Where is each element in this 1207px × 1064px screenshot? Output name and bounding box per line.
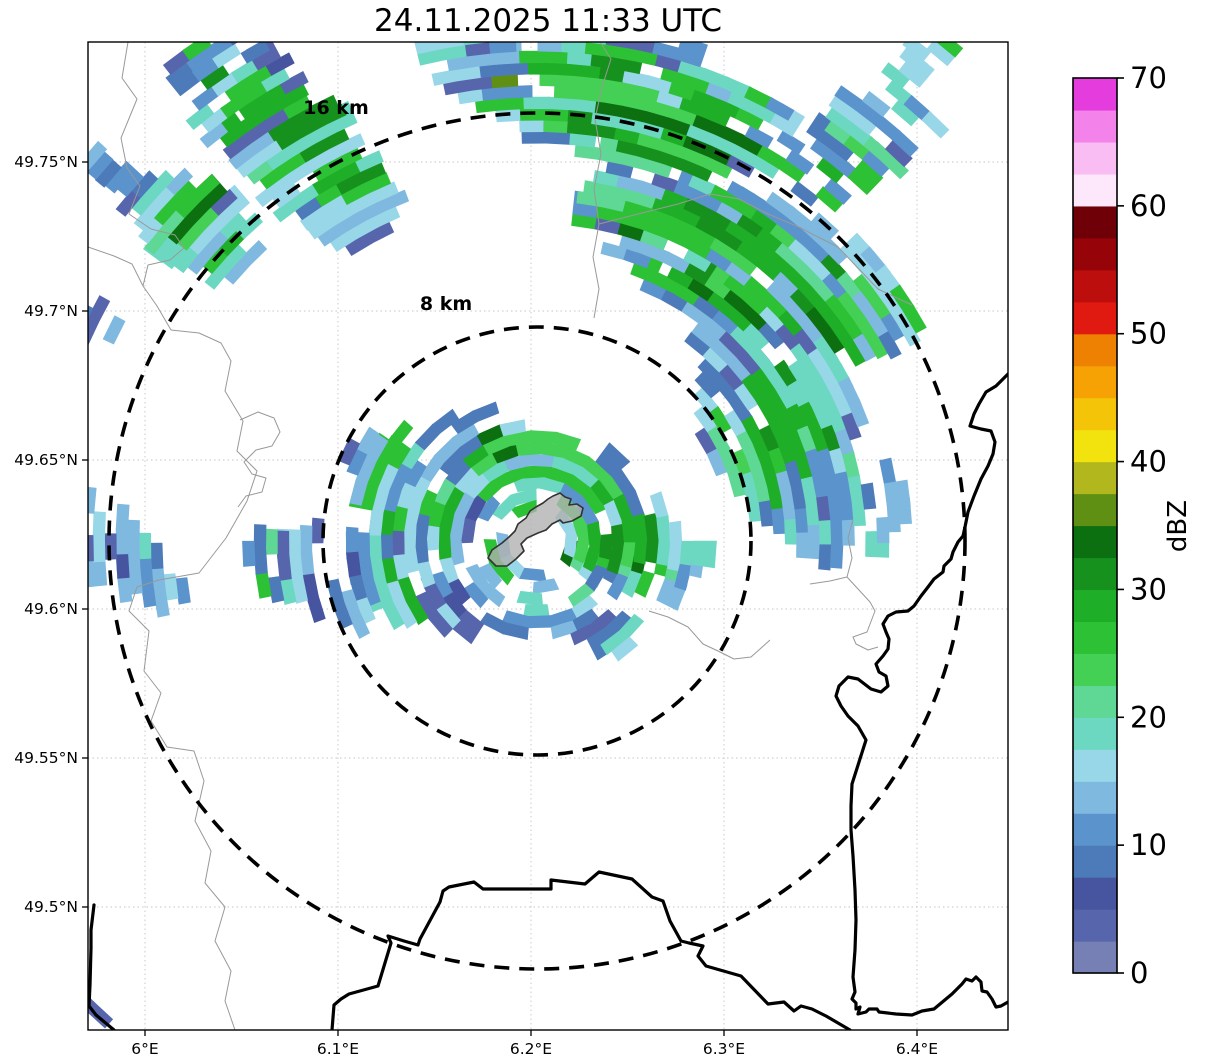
colorbar-segment [1073, 78, 1117, 111]
colorbar-segment [1073, 717, 1117, 750]
figure-title: 24.11.2025 11:33 UTC [374, 3, 722, 39]
colorbar-axis-label: dBZ [1163, 500, 1193, 552]
y-tick-label: 49.6°N [24, 600, 78, 618]
colorbar-segment [1073, 141, 1117, 175]
x-tick-label: 6.4°E [896, 1040, 938, 1058]
x-tick-label: 6.3°E [703, 1040, 745, 1058]
colorbar-segment [1073, 877, 1117, 910]
colorbar-segment [1073, 237, 1117, 271]
x-tick-label: 6.2°E [510, 1040, 552, 1058]
colorbar-tick-label: 50 [1130, 317, 1167, 351]
colorbar-segment [1073, 621, 1117, 654]
colorbar-segment [1073, 301, 1117, 335]
colorbar-tick-label: 20 [1130, 700, 1167, 734]
colorbar-segment [1073, 749, 1117, 782]
colorbar-segment [1073, 813, 1117, 846]
colorbar-segment [1073, 397, 1117, 431]
y-tick-label: 49.7°N [24, 302, 78, 320]
colorbar-segment [1073, 109, 1117, 143]
colorbar-segment [1073, 941, 1117, 974]
y-tick-label: 49.5°N [24, 898, 78, 916]
colorbar-segment [1073, 525, 1117, 559]
x-axis-ticks: 6°E 6.1°E 6.2°E 6.3°E 6.4°E [131, 1030, 938, 1058]
colorbar-tick-label: 30 [1130, 572, 1167, 606]
colorbar-segment [1073, 909, 1117, 942]
colorbar-tick-label: 70 [1130, 61, 1167, 95]
colorbar-segment [1073, 685, 1117, 718]
colorbar-segment [1073, 173, 1117, 207]
city-outline-polygon [487, 492, 584, 567]
colorbar-segment [1073, 493, 1117, 527]
x-tick-label: 6°E [131, 1040, 158, 1058]
colorbar-segment [1073, 781, 1117, 814]
range-ring-circles [107, 111, 967, 971]
colorbar-tick-label: 40 [1130, 445, 1167, 479]
colorbar-segment [1073, 205, 1117, 239]
colorbar-tick-label: 0 [1130, 956, 1148, 990]
colorbar-tick-label: 10 [1130, 828, 1167, 862]
colorbar-segment [1073, 429, 1117, 463]
y-tick-label: 49.55°N [14, 749, 78, 767]
y-tick-label: 49.75°N [14, 153, 78, 171]
colorbar-segment [1073, 653, 1117, 686]
colorbar-segment [1073, 845, 1117, 878]
colorbar-segment [1073, 269, 1117, 303]
colorbar: 0 10 20 30 40 50 60 70 [1072, 61, 1167, 990]
country-border-lines [88, 372, 1008, 1030]
colorbar-segment [1073, 589, 1117, 622]
colorbar-segment [1073, 557, 1117, 591]
range-ring-label-8km: 8 km [420, 293, 472, 315]
plot-frame [87, 41, 1009, 1031]
range-ring-label-16km: 16 km [303, 97, 369, 119]
colorbar-tick-label: 60 [1130, 189, 1167, 223]
colorbar-segment [1073, 365, 1117, 399]
radar-reflectivity-bins [88, 42, 964, 1029]
colorbar-segment [1073, 461, 1117, 495]
municipal-boundary-lines [88, 42, 913, 1030]
y-axis-ticks: 49.75°N 49.7°N 49.65°N 49.6°N 49.55°N 49.5°N [14, 153, 88, 916]
x-tick-label: 6.1°E [317, 1040, 359, 1058]
colorbar-segment [1073, 333, 1117, 367]
y-tick-label: 49.65°N [14, 451, 78, 469]
